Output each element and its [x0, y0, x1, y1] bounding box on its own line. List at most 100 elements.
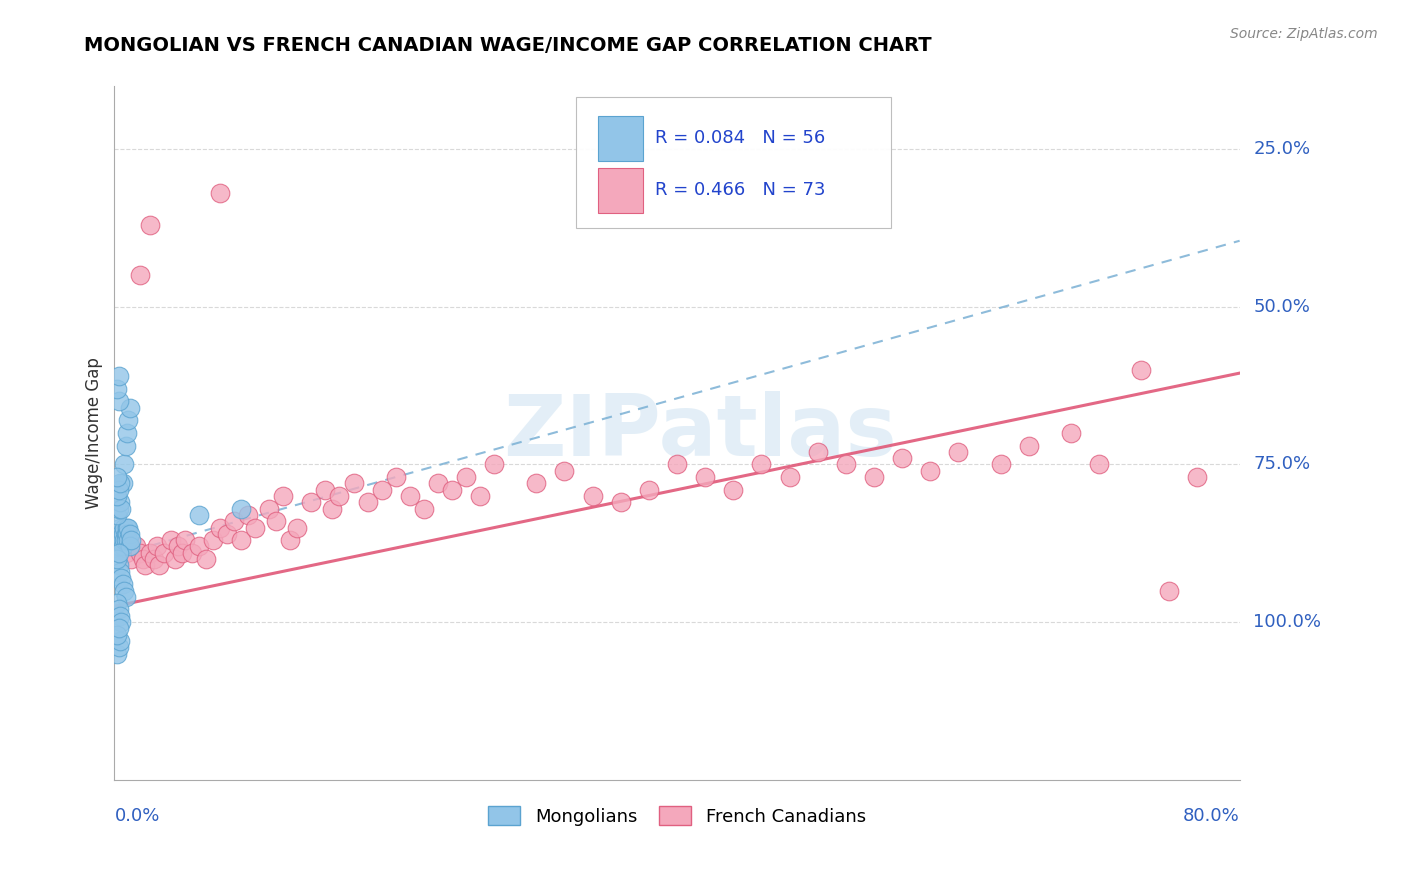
Point	[117, 413, 139, 427]
Point	[581, 489, 603, 503]
Point	[187, 540, 209, 554]
Point	[384, 470, 406, 484]
Text: 50.0%: 50.0%	[1253, 298, 1310, 316]
Point	[105, 596, 128, 610]
Point	[524, 476, 547, 491]
Point	[108, 608, 131, 623]
Point	[105, 628, 128, 642]
Point	[1130, 363, 1153, 377]
Point	[356, 495, 378, 509]
Point	[110, 501, 132, 516]
Point	[115, 425, 138, 440]
Point	[321, 501, 343, 516]
Point	[111, 476, 134, 491]
Point	[138, 218, 160, 232]
Point	[112, 533, 135, 548]
Point	[723, 483, 745, 497]
Point	[370, 483, 392, 497]
Point	[112, 520, 135, 534]
Point	[666, 458, 689, 472]
Legend: Mongolians, French Canadians: Mongolians, French Canadians	[481, 799, 873, 833]
Point	[110, 615, 132, 629]
Point	[118, 540, 141, 554]
Point	[111, 540, 134, 554]
Point	[107, 394, 129, 409]
Point	[112, 583, 135, 598]
Point	[105, 647, 128, 661]
FancyBboxPatch shape	[575, 96, 891, 228]
Point	[454, 470, 477, 484]
Text: R = 0.084   N = 56: R = 0.084 N = 56	[655, 129, 825, 147]
Point	[115, 526, 138, 541]
Point	[105, 489, 128, 503]
Text: 80.0%: 80.0%	[1182, 807, 1240, 825]
Point	[314, 483, 336, 497]
Point	[1060, 425, 1083, 440]
Point	[285, 520, 308, 534]
Point	[166, 540, 188, 554]
Text: ZIPatlas: ZIPatlas	[503, 392, 897, 475]
Point	[751, 458, 773, 472]
Text: R = 0.466   N = 73: R = 0.466 N = 73	[655, 181, 825, 199]
Point	[114, 439, 136, 453]
Point	[134, 558, 156, 573]
Point	[163, 552, 186, 566]
FancyBboxPatch shape	[598, 169, 644, 212]
Point	[482, 458, 505, 472]
Point	[112, 458, 135, 472]
Point	[201, 533, 224, 548]
Point	[159, 533, 181, 548]
Point	[145, 540, 167, 554]
Point	[1159, 583, 1181, 598]
Point	[105, 552, 128, 566]
Text: 75.0%: 75.0%	[1253, 456, 1310, 474]
Point	[236, 508, 259, 522]
Point	[107, 602, 129, 616]
Point	[124, 540, 146, 554]
Point	[173, 533, 195, 548]
Point	[208, 186, 231, 201]
Text: 0.0%: 0.0%	[114, 807, 160, 825]
Point	[426, 476, 449, 491]
Point	[920, 464, 942, 478]
FancyBboxPatch shape	[598, 116, 644, 161]
Point	[553, 464, 575, 478]
Point	[131, 552, 153, 566]
Point	[1187, 470, 1209, 484]
Point	[110, 526, 132, 541]
Point	[638, 483, 661, 497]
Text: Source: ZipAtlas.com: Source: ZipAtlas.com	[1230, 27, 1378, 41]
Point	[110, 571, 132, 585]
Point	[107, 501, 129, 516]
Point	[257, 501, 280, 516]
Point	[108, 476, 131, 491]
Point	[138, 546, 160, 560]
Point	[695, 470, 717, 484]
Point	[610, 495, 633, 509]
Point	[208, 520, 231, 534]
Point	[278, 533, 301, 548]
Point	[118, 401, 141, 415]
Point	[105, 508, 128, 522]
Point	[105, 382, 128, 396]
Point	[863, 470, 886, 484]
Y-axis label: Wage/Income Gap: Wage/Income Gap	[86, 357, 103, 509]
Point	[114, 590, 136, 604]
Point	[107, 369, 129, 384]
Point	[187, 508, 209, 522]
Point	[110, 533, 132, 548]
Point	[105, 470, 128, 484]
Point	[107, 558, 129, 573]
Point	[108, 565, 131, 579]
Point	[243, 520, 266, 534]
Point	[117, 533, 139, 548]
Point	[222, 514, 245, 528]
Point	[807, 445, 830, 459]
Point	[229, 501, 252, 516]
Text: 25.0%: 25.0%	[1253, 140, 1310, 159]
Point	[117, 520, 139, 534]
Point	[299, 495, 322, 509]
Point	[148, 558, 170, 573]
Point	[108, 634, 131, 648]
Point	[891, 451, 914, 466]
